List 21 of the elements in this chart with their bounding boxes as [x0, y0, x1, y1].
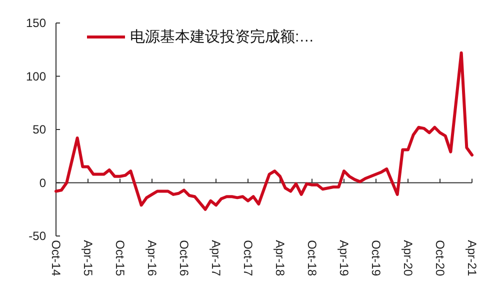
x-tick-label: Apr-17	[209, 240, 223, 276]
x-tick-label: Oct-20	[433, 240, 447, 276]
y-tick-label: 100	[26, 69, 46, 84]
y-tick-label: 0	[39, 176, 46, 190]
x-tick-label: Apr-21	[465, 240, 479, 276]
x-tick-label: Oct-19	[369, 240, 383, 276]
x-tick-label: Oct-15	[113, 240, 127, 276]
x-tick-label: Oct-17	[241, 240, 255, 276]
y-tick-label: 50	[32, 122, 46, 136]
line-series	[54, 51, 474, 211]
x-tick-label: Oct-14	[49, 240, 63, 276]
x-tick-label: Apr-20	[401, 240, 415, 276]
legend-label: 电源基本建设投资完成额:…	[130, 28, 314, 46]
x-tick-label: Apr-15	[81, 240, 95, 276]
y-tick-label: -50	[28, 229, 46, 243]
x-tick-label: Oct-16	[177, 240, 191, 276]
y-tick-label: 150	[26, 16, 46, 30]
x-tick-label: Oct-18	[305, 240, 319, 276]
x-tick-label: Apr-18	[273, 240, 287, 276]
x-tick-label: Apr-19	[337, 240, 351, 276]
x-tick-label: Apr-16	[145, 240, 159, 276]
